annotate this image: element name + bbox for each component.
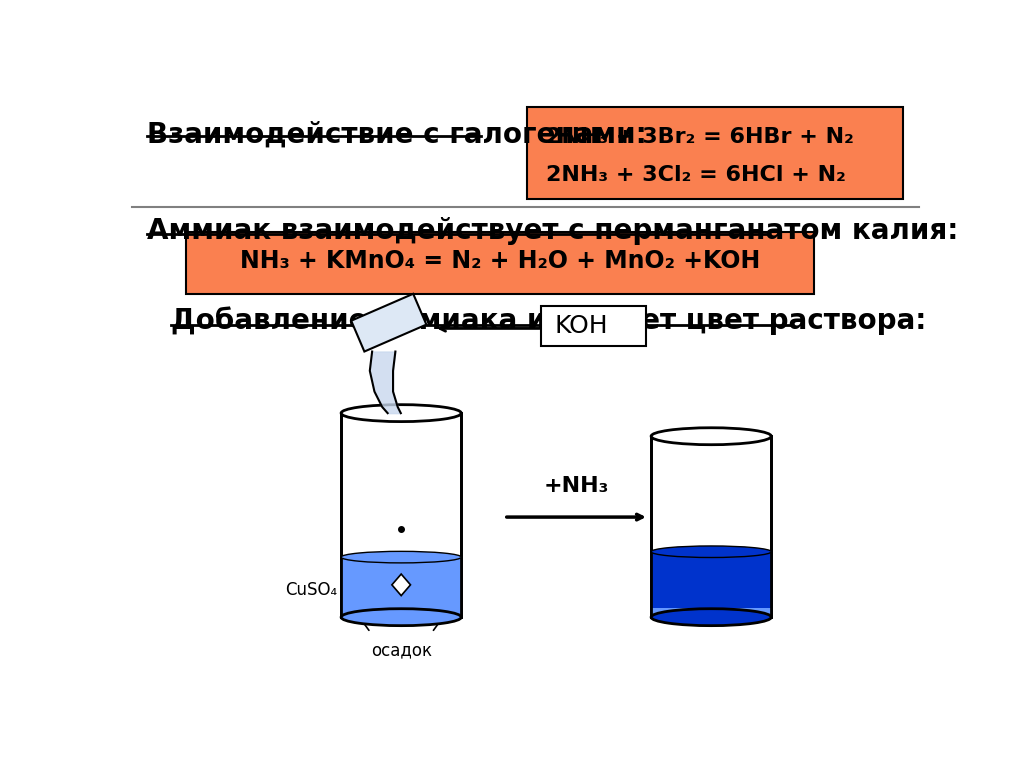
Text: 2NH₃ + 3Br₂ = 6HBr + N₂: 2NH₃ + 3Br₂ = 6HBr + N₂ bbox=[547, 127, 854, 146]
Text: Аммиак взаимодействует с перманганатом калия:: Аммиак взаимодействует с перманганатом к… bbox=[147, 217, 958, 245]
Text: NH₃ + KMnO₄ = N₂ + H₂O + MnO₂ +KOH: NH₃ + KMnO₄ = N₂ + H₂O + MnO₂ +KOH bbox=[240, 249, 760, 274]
FancyBboxPatch shape bbox=[341, 413, 461, 617]
Text: CuSO₄: CuSO₄ bbox=[286, 581, 338, 599]
Polygon shape bbox=[392, 574, 411, 596]
Ellipse shape bbox=[341, 551, 461, 563]
FancyBboxPatch shape bbox=[651, 608, 771, 617]
Ellipse shape bbox=[341, 405, 461, 422]
Text: осадок: осадок bbox=[371, 642, 432, 660]
Text: +NH₃: +NH₃ bbox=[544, 476, 608, 496]
FancyBboxPatch shape bbox=[651, 551, 771, 617]
FancyBboxPatch shape bbox=[541, 306, 646, 346]
Ellipse shape bbox=[651, 609, 771, 626]
Ellipse shape bbox=[341, 609, 461, 626]
FancyBboxPatch shape bbox=[341, 557, 461, 617]
FancyBboxPatch shape bbox=[527, 107, 903, 199]
Text: 2NH₃ + 3Cl₂ = 6HCl + N₂: 2NH₃ + 3Cl₂ = 6HCl + N₂ bbox=[547, 165, 847, 185]
FancyBboxPatch shape bbox=[186, 232, 814, 294]
Text: KOH: KOH bbox=[554, 314, 608, 338]
Ellipse shape bbox=[651, 546, 771, 558]
Text: Взаимодействие с галогенами:: Взаимодействие с галогенами: bbox=[147, 120, 647, 149]
Text: Добавление аммиака изменяет цвет раствора:: Добавление аммиака изменяет цвет раствор… bbox=[171, 307, 926, 335]
Polygon shape bbox=[351, 294, 426, 351]
FancyBboxPatch shape bbox=[651, 436, 771, 617]
Ellipse shape bbox=[651, 428, 771, 445]
